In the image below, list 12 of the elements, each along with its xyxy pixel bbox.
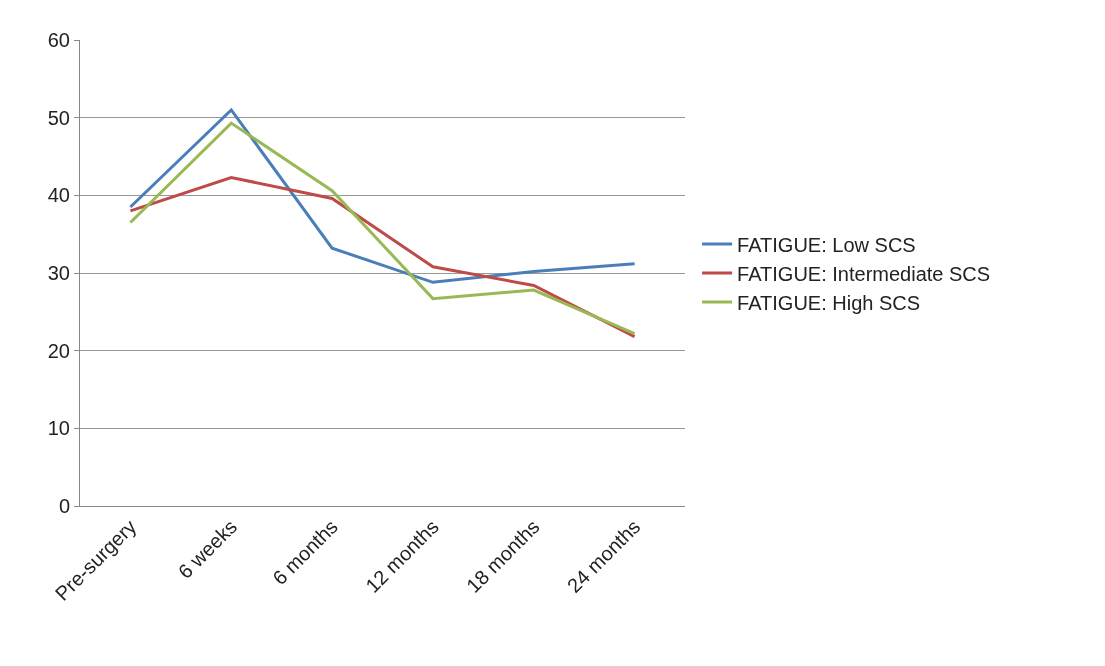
y-tick-label: 20	[47, 339, 70, 362]
legend-label: FATIGUE: High SCS	[737, 291, 921, 314]
legend-label: FATIGUE: Intermediate SCS	[737, 262, 991, 285]
y-tick-label: 10	[47, 417, 70, 440]
y-tick-label: 40	[47, 184, 70, 207]
line-series	[128, 108, 637, 284]
y-tick-label: 0	[58, 495, 70, 517]
y-tick-label: 60	[47, 29, 70, 51]
line-series	[128, 121, 637, 336]
y-tick-label: 30	[47, 262, 70, 284]
y-tick-label: 50	[47, 106, 70, 129]
legend-label: FATIGUE: Low SCS	[737, 233, 916, 256]
